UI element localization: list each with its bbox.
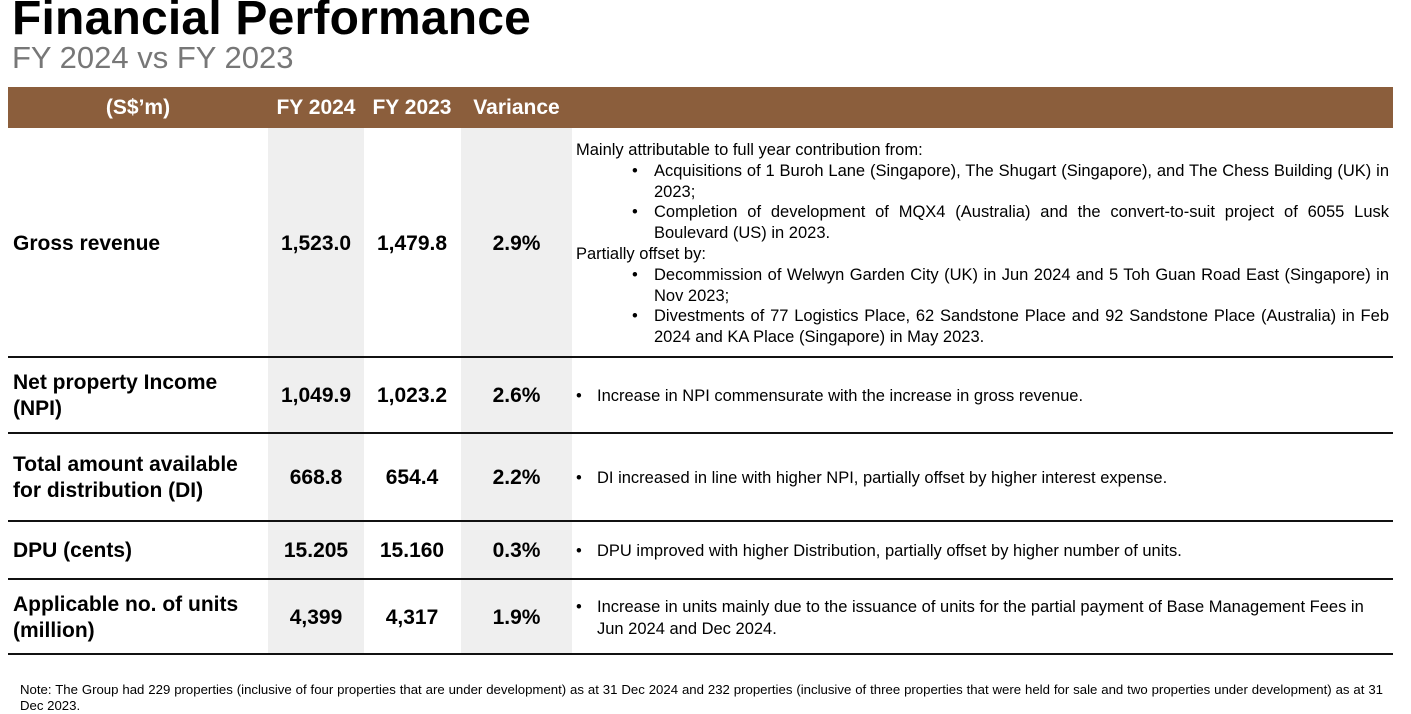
page-title: Financial Performance [12, 0, 532, 45]
fy2024-column-shade [268, 128, 364, 654]
row-label-npi: Net property Income (NPI) [13, 371, 218, 420]
header-unit: (S$’m) [105, 96, 171, 119]
bullet-icon: • [576, 598, 582, 616]
gross-revenue-variance: 2.9% [492, 232, 541, 255]
units-fy2023: 4,317 [385, 606, 439, 629]
header-variance: Variance [473, 96, 560, 119]
row-label-gross-revenue: Gross revenue [13, 232, 161, 255]
commentary-text: DI increased in line with higher NPI, pa… [597, 469, 1168, 487]
bullet-icon: • [576, 469, 582, 487]
variance-column-shade [461, 128, 572, 654]
units-fy2024: 4,399 [289, 606, 343, 629]
di-fy2024: 668.8 [289, 466, 343, 489]
commentary-text: DPU improved with higher Distribution, p… [597, 542, 1182, 560]
table-header: (S$’m) FY 2024 FY 2023 Variance [8, 87, 1393, 128]
bullet-list: Decommission of Welwyn Garden City (UK) … [576, 265, 1389, 348]
di-commentary: • DI increased in line with higher NPI, … [576, 468, 1389, 490]
commentary-offset-intro: Partially offset by: [576, 244, 706, 263]
footnote: Note: The Group had 229 properties (incl… [20, 682, 1383, 713]
npi-fy2023: 1,023.2 [376, 384, 448, 407]
row-label-units: Applicable no. of units (million) [13, 593, 239, 642]
row-divider [8, 432, 1393, 434]
row-divider [8, 578, 1393, 580]
list-item: Completion of development of MQX4 (Austr… [632, 202, 1389, 244]
page-subtitle: FY 2024 vs FY 2023 [12, 40, 294, 75]
list-item: Divestments of 77 Logistics Place, 62 Sa… [632, 306, 1389, 348]
row-label-di: Total amount available for distribution … [13, 453, 238, 502]
di-fy2023: 654.4 [385, 466, 439, 489]
npi-commentary: • Increase in NPI commensurate with the … [576, 386, 1389, 408]
gross-revenue-commentary: Mainly attributable to full year contrib… [576, 140, 1389, 348]
row-divider [8, 653, 1393, 655]
dpu-fy2023: 15.160 [379, 539, 445, 562]
list-item: Acquisitions of 1 Buroh Lane (Singapore)… [632, 161, 1389, 203]
dpu-variance: 0.3% [492, 539, 541, 562]
units-variance: 1.9% [492, 606, 541, 629]
header-fy2023: FY 2023 [372, 96, 452, 119]
bullet-list: Acquisitions of 1 Buroh Lane (Singapore)… [576, 161, 1389, 244]
row-divider [8, 520, 1393, 522]
di-variance: 2.2% [492, 466, 541, 489]
gross-revenue-fy2024: 1,523.0 [280, 232, 352, 255]
npi-variance: 2.6% [492, 384, 541, 407]
bullet-icon: • [576, 542, 582, 560]
dpu-fy2024: 15.205 [283, 539, 349, 562]
units-commentary: • Increase in units mainly due to the is… [576, 597, 1389, 640]
commentary-text: Increase in NPI commensurate with the in… [597, 387, 1084, 405]
commentary-intro: Mainly attributable to full year contrib… [576, 141, 923, 159]
npi-fy2024: 1,049.9 [280, 384, 352, 407]
commentary-text: Increase in units mainly due to the issu… [597, 598, 1364, 638]
header-fy2024: FY 2024 [276, 96, 356, 119]
bullet-icon: • [576, 387, 582, 405]
row-label-dpu: DPU (cents) [13, 539, 133, 562]
row-divider [8, 356, 1393, 358]
gross-revenue-fy2023: 1,479.8 [376, 232, 448, 255]
list-item: Decommission of Welwyn Garden City (UK) … [632, 265, 1389, 307]
dpu-commentary: • DPU improved with higher Distribution,… [576, 541, 1389, 563]
